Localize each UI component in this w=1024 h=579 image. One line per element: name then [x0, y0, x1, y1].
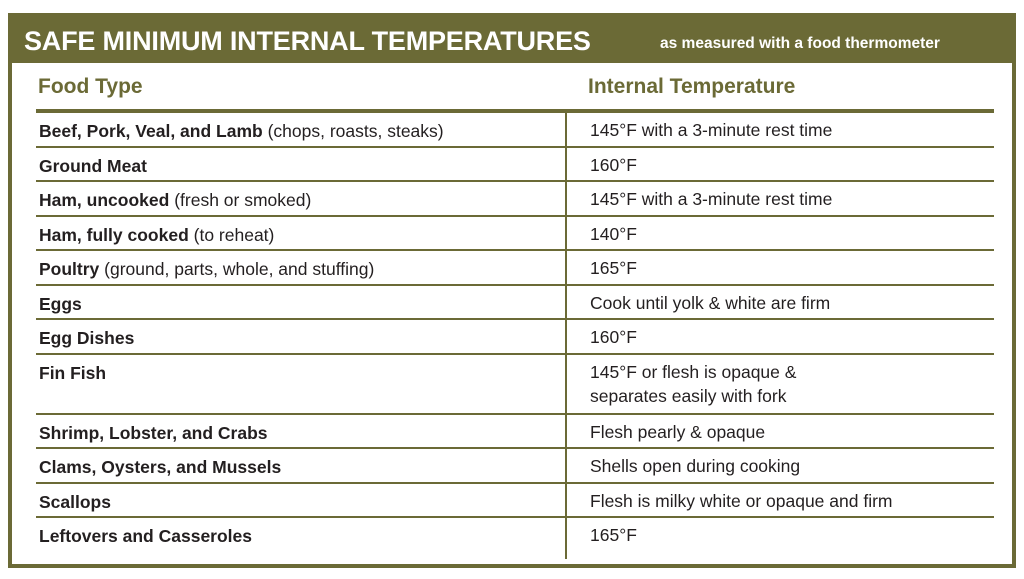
food-name: Clams, Oysters, and Mussels	[39, 457, 282, 477]
food-type-cell: Shrimp, Lobster, and Crabs	[39, 423, 268, 444]
temperature-cell: 160°F	[590, 325, 637, 349]
table-row: Poultry (ground, parts, whole, and stuff…	[36, 251, 994, 286]
table-row: Ham, fully cooked (to reheat) 140°F	[36, 217, 994, 251]
food-name: Eggs	[39, 293, 82, 314]
temperature-value: 145°F or flesh is opaque &	[590, 361, 797, 382]
temperature-cell: 145°F or flesh is opaque & separates easi…	[590, 360, 796, 408]
food-type-cell: Clams, Oysters, and Mussels	[39, 457, 281, 478]
temperature-cell: Flesh is milky white or opaque and firm	[590, 489, 892, 513]
subtitle: as measured with a food thermometer	[660, 35, 940, 52]
title-band: SAFE MINIMUM INTERNAL TEMPERATURES as me…	[12, 17, 1012, 63]
food-type-cell: Ground Meat	[39, 156, 147, 177]
table-row: Ground Meat 160°F	[36, 148, 994, 182]
temperature-value: 160°F	[590, 327, 637, 347]
temperature-value: Cook until yolk & white are firm	[590, 292, 831, 313]
temperature-value-line-2: separates easily with fork	[590, 385, 787, 406]
temperature-value: 140°F	[590, 223, 637, 244]
food-name: Leftovers and Casseroles	[39, 526, 253, 546]
header-divider	[36, 109, 994, 113]
table-row: Clams, Oysters, and Mussels Shells open …	[36, 449, 994, 484]
temperature-value: 165°F	[590, 525, 637, 545]
temperature-value: Flesh pearly & opaque	[590, 421, 766, 442]
table-body: Beef, Pork, Veal, and Lamb (chops, roast…	[36, 113, 994, 551]
food-type-cell: Scallops	[39, 492, 111, 513]
temperature-value: 145°F with a 3-minute rest time	[590, 120, 833, 140]
column-header-food-type: Food Type	[38, 75, 143, 98]
column-header-internal-temperature: Internal Temperature	[588, 75, 796, 98]
food-note: (to reheat)	[193, 224, 275, 245]
food-name: Beef, Pork, Veal, and Lamb	[39, 121, 263, 141]
food-name: Shrimp, Lobster, and Crabs	[39, 422, 268, 443]
temperature-chart-frame: SAFE MINIMUM INTERNAL TEMPERATURES as me…	[8, 13, 1016, 568]
column-divider	[565, 113, 567, 559]
food-name: Egg Dishes	[39, 328, 135, 348]
temperature-cell: Shells open during cooking	[590, 454, 800, 478]
food-name: Scallops	[39, 491, 111, 512]
temperature-cell: Flesh pearly & opaque	[590, 420, 765, 444]
food-name: Poultry	[39, 259, 100, 279]
table-row: Eggs Cook until yolk & white are firm	[36, 286, 994, 320]
table-row: Beef, Pork, Veal, and Lamb (chops, roast…	[36, 113, 994, 148]
temperature-value: 145°F with a 3-minute rest time	[590, 189, 833, 209]
table-row: Fin Fish 145°F or flesh is opaque & separ…	[36, 355, 994, 415]
food-type-cell: Poultry (ground, parts, whole, and stuff…	[39, 259, 374, 280]
food-type-cell: Fin Fish	[39, 363, 106, 384]
food-type-cell: Egg Dishes	[39, 328, 134, 349]
temperature-cell: 145°F with a 3-minute rest time	[590, 118, 832, 142]
table-row: Egg Dishes 160°F	[36, 320, 994, 355]
food-note: (fresh or smoked)	[174, 190, 312, 210]
temperature-cell: 165°F	[590, 523, 637, 547]
table-row: Shrimp, Lobster, and Crabs Flesh pearly …	[36, 415, 994, 449]
food-name: Ham, fully cooked	[39, 224, 189, 245]
food-type-cell: Beef, Pork, Veal, and Lamb (chops, roast…	[39, 121, 444, 142]
temperature-cell: 165°F	[590, 256, 637, 280]
temperature-cell: 160°F	[590, 153, 637, 177]
temperature-value: 160°F	[590, 154, 637, 175]
food-name: Ham, uncooked	[39, 190, 170, 210]
temperature-cell: Cook until yolk & white are firm	[590, 291, 830, 315]
table-row: Scallops Flesh is milky white or opaque …	[36, 484, 994, 518]
temperature-value: 165°F	[590, 258, 637, 278]
food-type-cell: Ham, fully cooked (to reheat)	[39, 225, 274, 246]
temperature-value: Flesh is milky white or opaque and firm	[590, 490, 893, 511]
food-type-cell: Leftovers and Casseroles	[39, 526, 252, 547]
food-type-cell: Ham, uncooked (fresh or smoked)	[39, 190, 311, 211]
page-title: SAFE MINIMUM INTERNAL TEMPERATURES	[24, 26, 591, 56]
temperature-value: Shells open during cooking	[590, 456, 801, 476]
food-name: Fin Fish	[39, 362, 107, 383]
table-row: Ham, uncooked (fresh or smoked) 145°F wit…	[36, 182, 994, 217]
table-row: Leftovers and Casseroles 165°F	[36, 518, 994, 551]
food-note: (chops, roasts, steaks)	[267, 121, 444, 141]
temperature-cell: 145°F with a 3-minute rest time	[590, 187, 832, 211]
food-name: Ground Meat	[39, 155, 147, 176]
food-note: (ground, parts, whole, and stuffing)	[104, 259, 375, 279]
food-type-cell: Eggs	[39, 294, 82, 315]
temperature-cell: 140°F	[590, 222, 637, 246]
